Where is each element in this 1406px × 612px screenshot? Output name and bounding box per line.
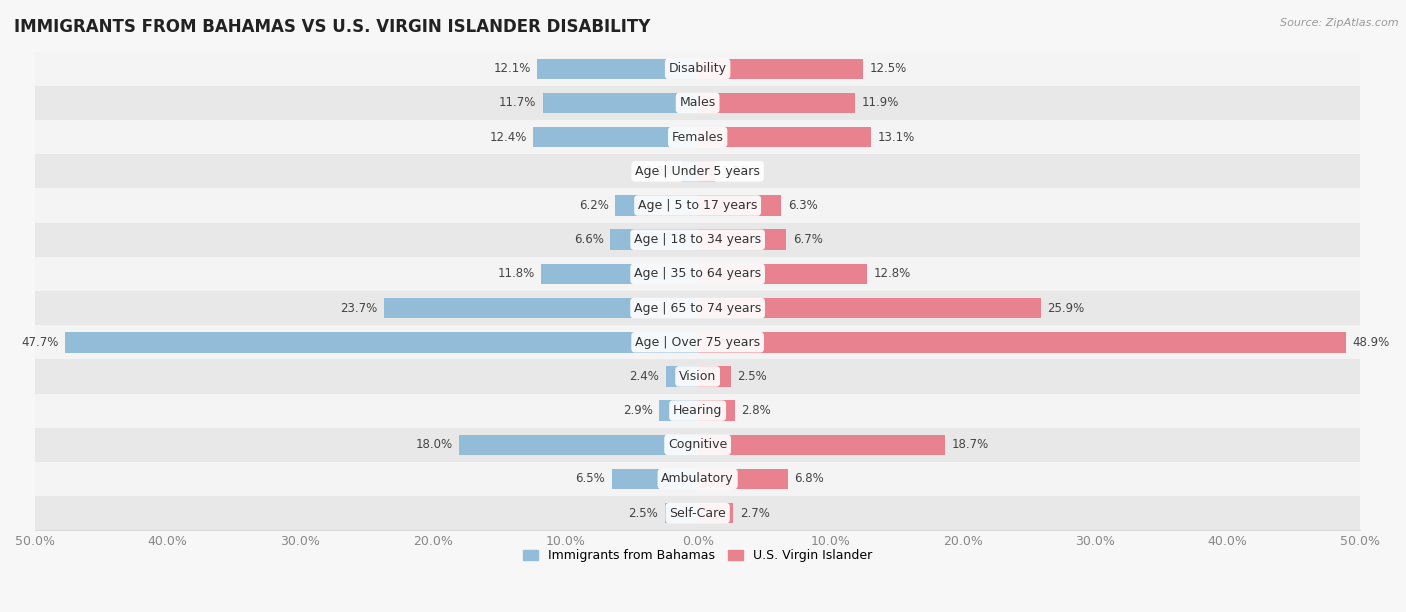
Text: 1.3%: 1.3% xyxy=(721,165,751,178)
Text: Vision: Vision xyxy=(679,370,716,383)
Bar xyxy=(35,120,1360,154)
Legend: Immigrants from Bahamas, U.S. Virgin Islander: Immigrants from Bahamas, U.S. Virgin Isl… xyxy=(519,544,877,567)
Text: Disability: Disability xyxy=(669,62,727,75)
Text: 11.7%: 11.7% xyxy=(499,97,536,110)
Text: 6.8%: 6.8% xyxy=(794,472,824,485)
Text: 18.0%: 18.0% xyxy=(415,438,453,451)
Text: 6.7%: 6.7% xyxy=(793,233,823,246)
Bar xyxy=(665,503,697,523)
Text: 12.8%: 12.8% xyxy=(875,267,911,280)
Bar xyxy=(697,332,1346,353)
Bar xyxy=(35,359,1360,394)
Text: Hearing: Hearing xyxy=(673,404,723,417)
Text: 2.5%: 2.5% xyxy=(737,370,768,383)
Text: Age | 65 to 74 years: Age | 65 to 74 years xyxy=(634,302,761,315)
Bar xyxy=(35,86,1360,120)
Text: 2.9%: 2.9% xyxy=(623,404,652,417)
Bar xyxy=(35,52,1360,86)
Text: Males: Males xyxy=(679,97,716,110)
Bar xyxy=(533,127,697,147)
Text: 1.2%: 1.2% xyxy=(645,165,675,178)
Bar xyxy=(697,366,731,387)
Text: 48.9%: 48.9% xyxy=(1353,336,1389,349)
Bar xyxy=(616,195,697,216)
Text: 6.3%: 6.3% xyxy=(787,199,817,212)
Bar xyxy=(697,127,872,147)
Text: 12.4%: 12.4% xyxy=(489,131,527,144)
Bar xyxy=(612,469,697,489)
Text: 2.5%: 2.5% xyxy=(628,507,658,520)
Text: Age | 5 to 17 years: Age | 5 to 17 years xyxy=(638,199,758,212)
Text: IMMIGRANTS FROM BAHAMAS VS U.S. VIRGIN ISLANDER DISABILITY: IMMIGRANTS FROM BAHAMAS VS U.S. VIRGIN I… xyxy=(14,18,651,36)
Bar xyxy=(697,264,868,284)
Bar xyxy=(35,496,1360,530)
Bar xyxy=(35,291,1360,325)
Bar xyxy=(35,154,1360,188)
Bar xyxy=(35,325,1360,359)
Bar xyxy=(460,435,697,455)
Text: Cognitive: Cognitive xyxy=(668,438,727,451)
Text: 12.5%: 12.5% xyxy=(870,62,907,75)
Bar xyxy=(697,469,787,489)
Text: Age | Under 5 years: Age | Under 5 years xyxy=(636,165,761,178)
Bar xyxy=(541,264,697,284)
Bar xyxy=(35,188,1360,223)
Text: 6.5%: 6.5% xyxy=(575,472,605,485)
Bar xyxy=(384,298,697,318)
Text: 47.7%: 47.7% xyxy=(21,336,59,349)
Bar xyxy=(35,462,1360,496)
Bar xyxy=(35,223,1360,257)
Bar xyxy=(682,161,697,182)
Bar xyxy=(697,59,863,79)
Text: Self-Care: Self-Care xyxy=(669,507,725,520)
Text: 6.2%: 6.2% xyxy=(579,199,609,212)
Bar xyxy=(697,400,735,421)
Bar xyxy=(35,394,1360,428)
Text: Source: ZipAtlas.com: Source: ZipAtlas.com xyxy=(1281,18,1399,28)
Text: Age | 35 to 64 years: Age | 35 to 64 years xyxy=(634,267,761,280)
Bar xyxy=(543,93,697,113)
Bar xyxy=(537,59,697,79)
Bar xyxy=(610,230,697,250)
Text: Females: Females xyxy=(672,131,724,144)
Text: Age | 18 to 34 years: Age | 18 to 34 years xyxy=(634,233,761,246)
Text: 25.9%: 25.9% xyxy=(1047,302,1085,315)
Bar xyxy=(697,230,786,250)
Text: 6.6%: 6.6% xyxy=(574,233,603,246)
Text: 13.1%: 13.1% xyxy=(877,131,915,144)
Text: 23.7%: 23.7% xyxy=(340,302,377,315)
Text: 2.4%: 2.4% xyxy=(630,370,659,383)
Bar xyxy=(697,161,714,182)
Bar xyxy=(697,435,945,455)
Bar xyxy=(666,366,697,387)
Bar xyxy=(659,400,697,421)
Text: 11.9%: 11.9% xyxy=(862,97,900,110)
Bar xyxy=(697,503,734,523)
Bar xyxy=(35,257,1360,291)
Text: 18.7%: 18.7% xyxy=(952,438,990,451)
Text: 12.1%: 12.1% xyxy=(494,62,530,75)
Bar xyxy=(697,195,782,216)
Bar xyxy=(697,93,855,113)
Text: 2.8%: 2.8% xyxy=(741,404,770,417)
Text: Ambulatory: Ambulatory xyxy=(661,472,734,485)
Text: 11.8%: 11.8% xyxy=(498,267,534,280)
Bar xyxy=(35,428,1360,462)
Bar xyxy=(697,298,1040,318)
Bar xyxy=(66,332,697,353)
Text: 2.7%: 2.7% xyxy=(740,507,770,520)
Text: Age | Over 75 years: Age | Over 75 years xyxy=(636,336,761,349)
